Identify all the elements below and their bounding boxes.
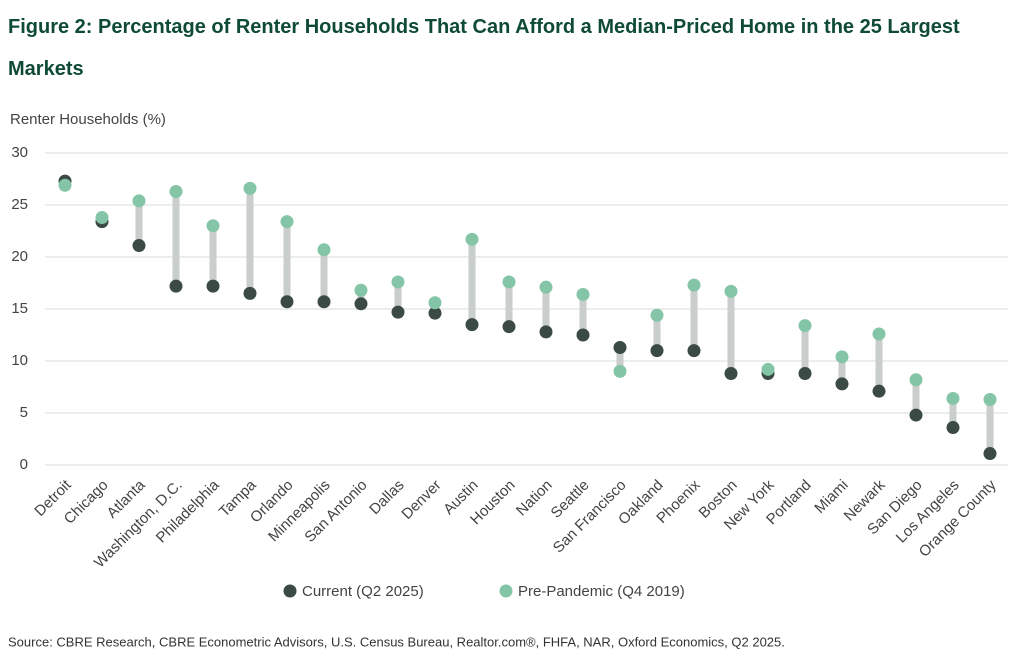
dot xyxy=(724,284,738,298)
dot xyxy=(354,297,368,311)
dot xyxy=(650,308,664,322)
dot xyxy=(428,306,442,320)
dot xyxy=(206,219,220,233)
dot xyxy=(835,350,849,364)
dot xyxy=(169,279,183,293)
y-tick-label: 5 xyxy=(20,404,28,421)
y-tick-label: 15 xyxy=(11,300,28,317)
dot xyxy=(909,408,923,422)
dot xyxy=(798,319,812,333)
dot xyxy=(872,327,886,341)
dot xyxy=(280,215,294,229)
dot xyxy=(132,194,146,208)
dot xyxy=(502,320,516,334)
y-axis-label: Renter Households (%) xyxy=(10,111,166,128)
dot xyxy=(465,318,479,332)
dot xyxy=(206,279,220,293)
dot xyxy=(798,366,812,380)
dot xyxy=(687,344,701,358)
dot xyxy=(95,210,109,224)
dot xyxy=(243,286,257,300)
dot xyxy=(946,421,960,435)
dot xyxy=(613,340,627,354)
x-tick-label: Nation xyxy=(513,477,556,520)
chart-title: Figure 2: Percentage of Renter Household… xyxy=(8,16,960,80)
dot xyxy=(317,243,331,257)
dot xyxy=(132,239,146,253)
dot xyxy=(872,384,886,398)
dot xyxy=(687,278,701,292)
dot xyxy=(539,325,553,339)
dot xyxy=(58,178,72,192)
dot xyxy=(169,184,183,198)
y-tick-label: 20 xyxy=(11,248,28,265)
dot xyxy=(724,366,738,380)
dot xyxy=(650,344,664,358)
legend-marker xyxy=(499,584,513,598)
dot xyxy=(909,373,923,387)
dot xyxy=(354,283,368,297)
dot xyxy=(835,377,849,391)
dot xyxy=(983,392,997,406)
legend-marker xyxy=(283,584,297,598)
dot xyxy=(428,296,442,310)
dot xyxy=(280,295,294,309)
dot xyxy=(761,362,775,376)
legend-label: Pre-Pandemic (Q4 2019) xyxy=(518,583,685,600)
dot xyxy=(502,275,516,289)
dot xyxy=(539,280,553,294)
dot xyxy=(576,287,590,301)
dot xyxy=(391,275,405,289)
y-tick-label: 10 xyxy=(11,352,28,369)
dot xyxy=(243,181,257,195)
y-tick-label: 30 xyxy=(11,144,28,161)
dot xyxy=(613,364,627,378)
dot xyxy=(576,328,590,342)
dot xyxy=(946,391,960,405)
dot xyxy=(317,295,331,309)
dot xyxy=(391,305,405,319)
source: Source: CBRE Research, CBRE Econometric … xyxy=(8,634,785,649)
dot xyxy=(465,232,479,246)
y-tick-label: 0 xyxy=(20,456,28,473)
y-tick-label: 25 xyxy=(11,196,28,213)
x-tick-label: Denver xyxy=(398,477,444,523)
legend-label: Current (Q2 2025) xyxy=(302,583,424,600)
dot xyxy=(983,447,997,461)
